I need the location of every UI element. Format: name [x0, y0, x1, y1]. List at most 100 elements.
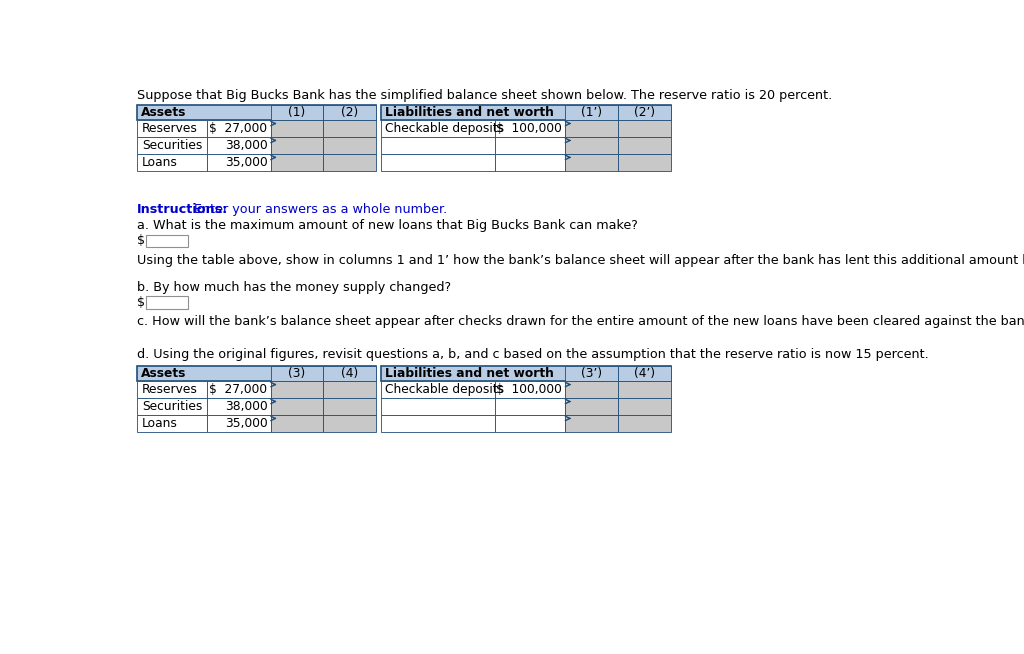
- Bar: [565, 120, 617, 137]
- Text: $  100,000: $ 100,000: [496, 383, 562, 396]
- Bar: [324, 120, 376, 137]
- Bar: [617, 415, 671, 432]
- Bar: [565, 366, 617, 381]
- Text: Checkable deposits: Checkable deposits: [385, 383, 505, 396]
- Bar: [565, 381, 617, 398]
- Bar: [565, 137, 617, 154]
- Bar: [496, 137, 565, 154]
- Text: 35,000: 35,000: [224, 417, 267, 430]
- Bar: [324, 105, 376, 120]
- Text: $: $: [137, 296, 145, 309]
- Text: 38,000: 38,000: [224, 400, 267, 413]
- Bar: [381, 381, 496, 398]
- Bar: [565, 415, 617, 432]
- Text: (1’): (1’): [581, 106, 602, 119]
- Bar: [270, 381, 324, 398]
- Text: (1): (1): [289, 106, 305, 119]
- Bar: [381, 120, 496, 137]
- Bar: [270, 398, 324, 415]
- Bar: [137, 398, 207, 415]
- Bar: [324, 137, 376, 154]
- Bar: [496, 120, 565, 137]
- Text: Assets: Assets: [141, 106, 186, 119]
- Bar: [496, 398, 565, 415]
- Bar: [270, 366, 324, 381]
- Bar: [381, 154, 496, 171]
- Text: Assets: Assets: [141, 367, 186, 380]
- Text: Liabilities and net worth: Liabilities and net worth: [385, 106, 553, 119]
- Text: Suppose that Big Bucks Bank has the simplified balance sheet shown below. The re: Suppose that Big Bucks Bank has the simp…: [137, 89, 833, 102]
- Text: Reserves: Reserves: [142, 383, 198, 396]
- Bar: [496, 415, 565, 432]
- Bar: [617, 398, 671, 415]
- Text: Securities: Securities: [142, 139, 203, 152]
- Text: $  27,000: $ 27,000: [209, 122, 267, 135]
- Text: Loans: Loans: [142, 417, 178, 430]
- Bar: [137, 105, 376, 120]
- Bar: [137, 137, 207, 154]
- Text: (4’): (4’): [634, 367, 654, 380]
- Text: 38,000: 38,000: [224, 139, 267, 152]
- Text: (2): (2): [341, 106, 358, 119]
- Text: (4): (4): [341, 367, 358, 380]
- Bar: [324, 415, 376, 432]
- Text: (3): (3): [289, 367, 305, 380]
- Bar: [207, 137, 270, 154]
- Bar: [270, 137, 324, 154]
- Bar: [324, 154, 376, 171]
- Bar: [381, 366, 671, 381]
- Bar: [270, 120, 324, 137]
- Text: (2’): (2’): [634, 106, 654, 119]
- Text: $  27,000: $ 27,000: [209, 383, 267, 396]
- Text: $  100,000: $ 100,000: [496, 122, 562, 135]
- Text: Using the table above, show in columns 1 and 1’ how the bank’s balance sheet wil: Using the table above, show in columns 1…: [137, 254, 1024, 267]
- Bar: [617, 105, 671, 120]
- Bar: [565, 154, 617, 171]
- Bar: [137, 415, 207, 432]
- Text: $: $: [137, 234, 145, 247]
- Bar: [324, 366, 376, 381]
- Bar: [207, 398, 270, 415]
- Text: 35,000: 35,000: [224, 156, 267, 169]
- Bar: [207, 120, 270, 137]
- Bar: [137, 120, 207, 137]
- Bar: [617, 137, 671, 154]
- Bar: [270, 415, 324, 432]
- Bar: [381, 415, 496, 432]
- Text: Enter your answers as a whole number.: Enter your answers as a whole number.: [190, 203, 447, 216]
- Text: c. How will the bank’s balance sheet appear after checks drawn for the entire am: c. How will the bank’s balance sheet app…: [137, 315, 1024, 328]
- Bar: [617, 381, 671, 398]
- Bar: [381, 137, 496, 154]
- Bar: [324, 398, 376, 415]
- Text: Checkable deposits: Checkable deposits: [385, 122, 505, 135]
- Bar: [617, 120, 671, 137]
- Bar: [496, 154, 565, 171]
- Bar: [207, 154, 270, 171]
- Bar: [496, 381, 565, 398]
- Bar: [617, 366, 671, 381]
- Bar: [324, 381, 376, 398]
- Text: b. By how much has the money supply changed?: b. By how much has the money supply chan…: [137, 281, 452, 294]
- Bar: [270, 105, 324, 120]
- Bar: [145, 235, 188, 247]
- Bar: [137, 381, 207, 398]
- Bar: [137, 154, 207, 171]
- Bar: [565, 398, 617, 415]
- Text: Liabilities and net worth: Liabilities and net worth: [385, 367, 553, 380]
- Bar: [381, 105, 671, 120]
- Bar: [137, 366, 376, 381]
- Bar: [270, 154, 324, 171]
- Text: d. Using the original figures, revisit questions a, b, and c based on the assump: d. Using the original figures, revisit q…: [137, 348, 929, 361]
- Bar: [565, 105, 617, 120]
- Text: (3’): (3’): [581, 367, 602, 380]
- Bar: [207, 381, 270, 398]
- Bar: [207, 415, 270, 432]
- Text: Loans: Loans: [142, 156, 178, 169]
- Bar: [617, 154, 671, 171]
- Text: Reserves: Reserves: [142, 122, 198, 135]
- Bar: [145, 296, 188, 309]
- Text: Instructions:: Instructions:: [137, 203, 228, 216]
- Text: Securities: Securities: [142, 400, 203, 413]
- Bar: [381, 398, 496, 415]
- Text: a. What is the maximum amount of new loans that Big Bucks Bank can make?: a. What is the maximum amount of new loa…: [137, 219, 638, 232]
